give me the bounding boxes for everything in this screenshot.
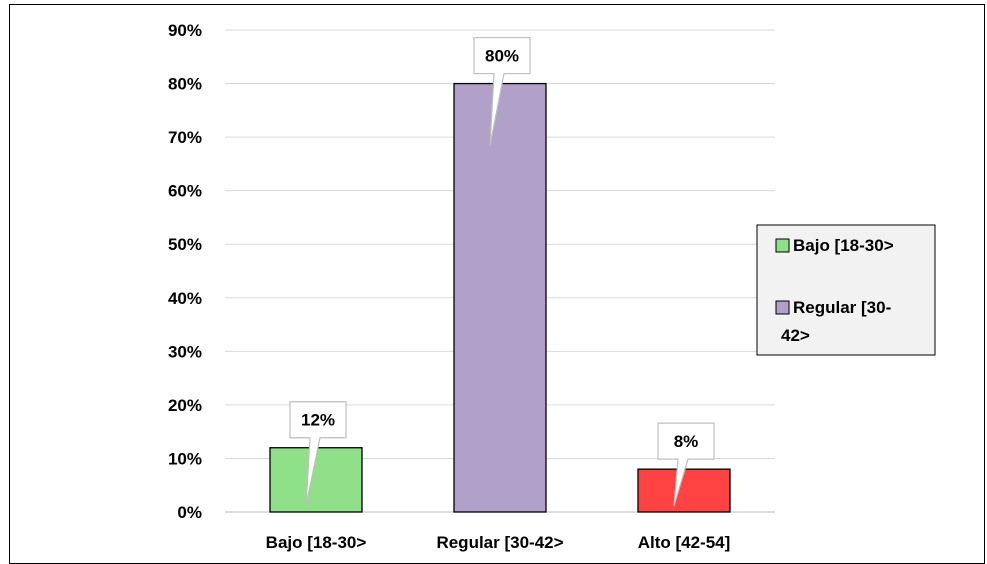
bar-3 [637,468,731,513]
x-category-label: Regular [30-42> [436,533,563,552]
legend-label: Regular [30- [793,298,891,317]
data-label-callout [289,401,347,507]
y-tick-label: 60% [168,182,202,201]
y-tick-label: 10% [168,449,202,468]
x-category-label: Alto [42-54] [638,533,731,552]
x-category-label: Bajo [18-30> [266,533,367,552]
legend-label: 42> [781,326,810,345]
y-tick-label: 50% [168,235,202,254]
data-label-callout [657,422,715,507]
y-tick-label: 0% [177,503,202,522]
data-label-callout [473,36,531,146]
legend-label: Bajo [18-30> [793,236,894,255]
data-label: 8% [674,432,699,451]
legend-swatch [775,238,790,253]
bar-2 [453,82,547,513]
data-label: 12% [301,411,335,430]
data-label: 80% [485,47,519,66]
y-tick-label: 90% [168,21,202,40]
y-tick-label: 40% [168,289,202,308]
y-tick-label: 20% [168,396,202,415]
legend-swatch [775,300,790,315]
y-tick-label: 80% [168,75,202,94]
y-tick-label: 30% [168,342,202,361]
y-tick-label: 70% [168,128,202,147]
